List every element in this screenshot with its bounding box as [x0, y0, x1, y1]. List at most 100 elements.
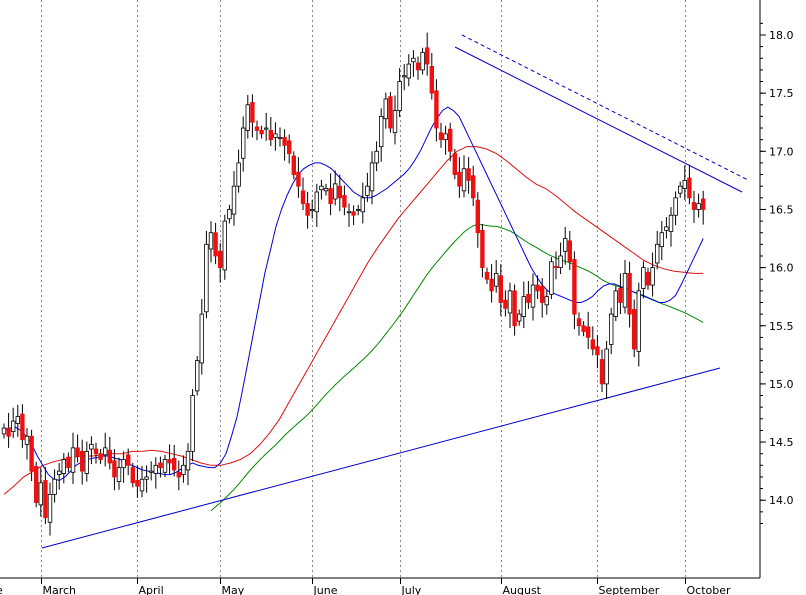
candle — [429, 53, 434, 100]
candle-body-up — [406, 63, 411, 79]
x-tick-label: September — [599, 584, 660, 595]
candle-body-down — [484, 271, 490, 280]
candle — [319, 179, 324, 200]
candle-body-up — [162, 459, 168, 473]
candle-body-up — [636, 290, 641, 352]
candle — [305, 192, 310, 229]
x-tick-label: October — [687, 584, 731, 595]
candle — [461, 155, 467, 198]
candle — [475, 192, 480, 248]
candle — [535, 275, 540, 300]
candle-body-down — [429, 66, 434, 94]
candle — [328, 173, 333, 216]
candle — [231, 171, 237, 226]
candle-body-down — [66, 456, 71, 469]
candle-body-up — [659, 232, 664, 248]
candle-body-down — [512, 290, 517, 327]
candle — [650, 252, 655, 297]
candle — [190, 389, 195, 462]
candle — [268, 116, 273, 147]
ma-long-line — [210, 223, 704, 512]
candle — [498, 264, 503, 316]
candle — [135, 465, 140, 498]
candle — [144, 465, 149, 493]
candle-body-down — [29, 435, 34, 472]
candle — [526, 280, 531, 309]
y-tick-label: 18.0 — [769, 29, 794, 42]
candle — [378, 108, 384, 162]
candle — [66, 452, 71, 473]
candle — [530, 273, 536, 321]
candle-body-up — [461, 168, 467, 192]
candle — [369, 151, 375, 205]
candle — [254, 120, 260, 141]
candle-body-down — [130, 467, 135, 484]
candle — [346, 203, 352, 227]
candle-body-up — [365, 185, 370, 196]
candle — [245, 94, 250, 139]
candle-body-down — [645, 271, 651, 286]
candle-body-up — [208, 232, 214, 250]
candle — [107, 436, 112, 470]
candle — [480, 223, 485, 278]
candle-body-up — [222, 220, 227, 271]
candle-body-up — [493, 273, 499, 287]
candle-body-down — [351, 211, 356, 216]
candle — [383, 92, 388, 129]
candle — [696, 193, 701, 218]
candle-body-down — [466, 168, 471, 181]
x-tick-label: March — [43, 584, 77, 595]
candle — [162, 454, 168, 477]
candle — [10, 407, 16, 438]
candle — [434, 79, 439, 142]
x-tick-label: April — [139, 584, 164, 595]
x-tick-label: July — [401, 584, 422, 595]
candle — [332, 170, 338, 206]
candle-body-down — [632, 309, 637, 350]
candle — [563, 226, 568, 265]
x-tick-label: May — [222, 584, 245, 595]
candle-body-up — [70, 447, 76, 473]
candle — [673, 191, 678, 226]
candle-body-down — [388, 96, 393, 129]
candle — [15, 404, 20, 437]
candle — [282, 129, 287, 161]
candle-body-down — [93, 448, 99, 455]
candle-body-up — [521, 296, 526, 317]
candle — [590, 326, 595, 356]
candle — [351, 205, 356, 226]
candle — [300, 177, 306, 211]
candle-body-up — [530, 284, 536, 308]
candle-body-up — [231, 185, 237, 215]
candle — [259, 125, 264, 139]
candle — [540, 278, 545, 318]
candle-body-up — [61, 459, 66, 474]
candle — [1, 423, 7, 439]
candle — [153, 457, 158, 489]
candle-body-down — [576, 318, 582, 327]
candle-body-up — [401, 75, 407, 78]
candle-body-down — [43, 480, 48, 519]
candle-body-up — [148, 470, 154, 473]
x-tick-label: June — [313, 584, 338, 595]
candle — [291, 151, 296, 180]
candle — [80, 439, 85, 485]
candle-body-down — [480, 229, 485, 269]
candle — [158, 456, 163, 478]
candle-body-up — [52, 478, 57, 495]
candle-body-down — [337, 185, 342, 199]
y-axis-ticks: 14.0 14.5 15.0 15.5 16.0 16.5 17.0 17.5 18.0 — [760, 22, 794, 524]
candle-body-down — [452, 153, 457, 175]
candle — [521, 281, 526, 329]
candle — [572, 251, 577, 330]
candle — [678, 181, 683, 198]
candle-body-down — [300, 190, 306, 205]
candle — [337, 174, 342, 212]
candle — [388, 91, 393, 133]
candle — [116, 457, 122, 490]
candle-body-up — [185, 450, 191, 471]
candle-body-up — [227, 209, 232, 220]
candle-body-down — [599, 359, 605, 385]
candle-body-down — [34, 466, 39, 503]
candle — [687, 164, 692, 205]
